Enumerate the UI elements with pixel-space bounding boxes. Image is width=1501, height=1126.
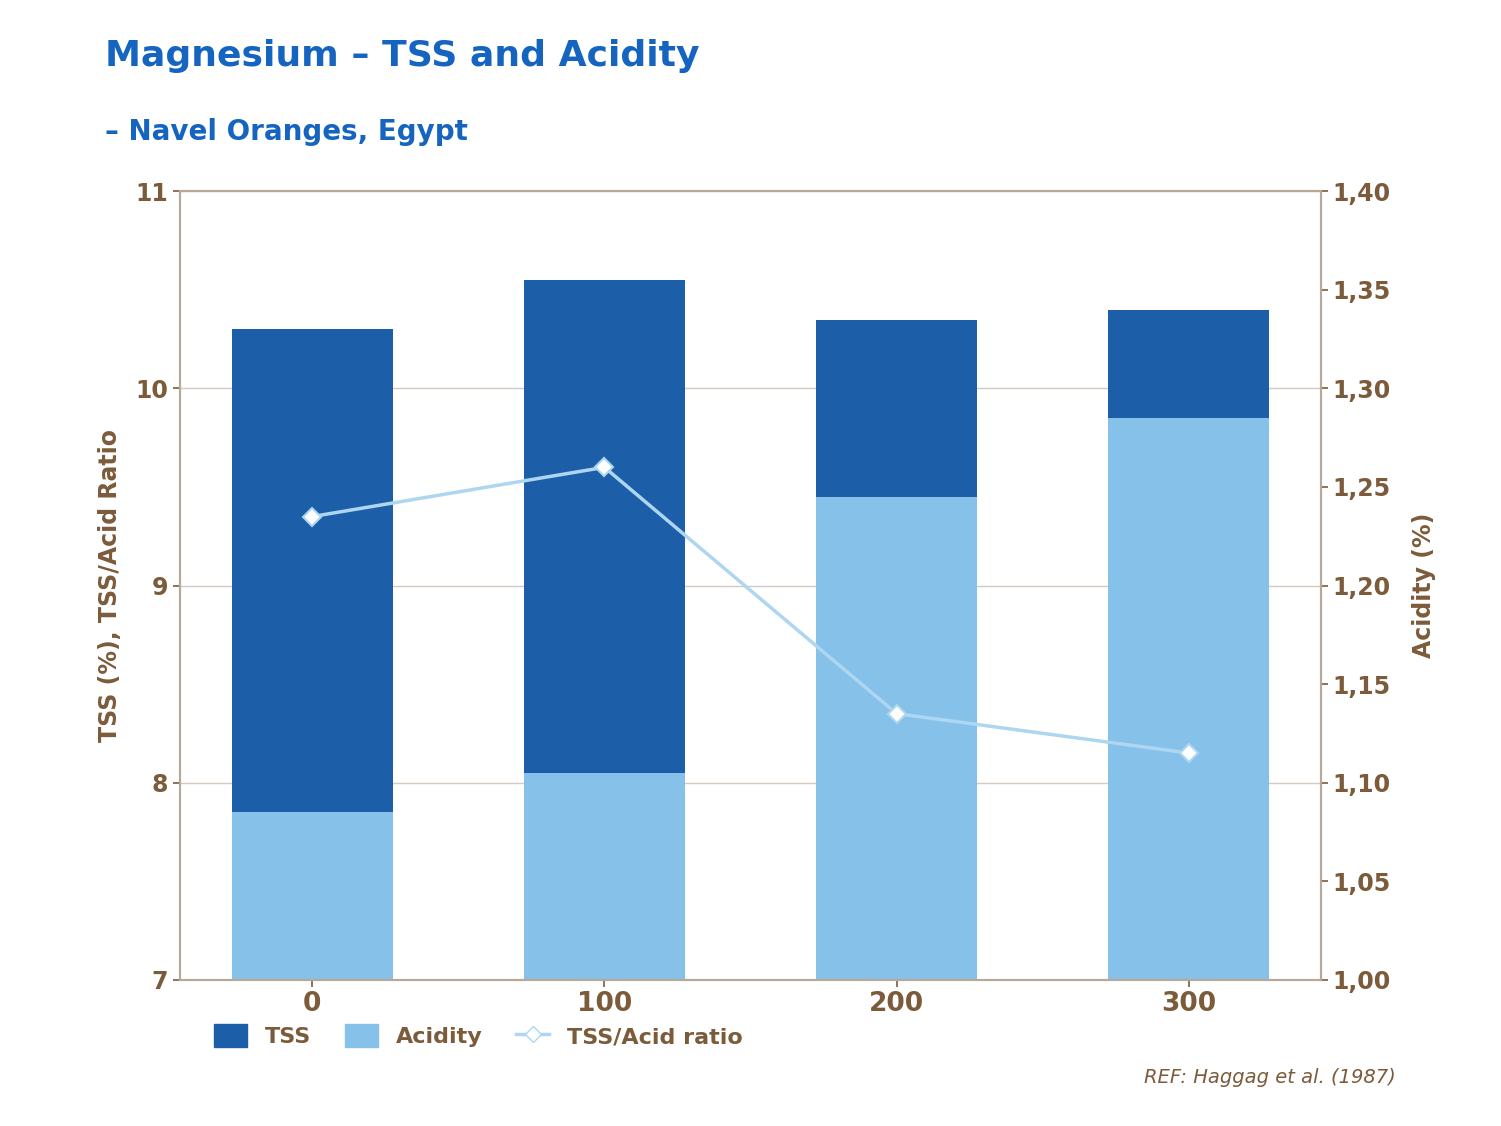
Text: Magnesium – TSS and Acidity: Magnesium – TSS and Acidity [105, 39, 699, 73]
Y-axis label: TSS (%), TSS/Acid Ratio: TSS (%), TSS/Acid Ratio [98, 429, 122, 742]
Bar [524, 280, 684, 1126]
Bar [1108, 310, 1268, 1126]
Bar [233, 812, 393, 1126]
Legend: TSS, Acidity, TSS/Acid ratio: TSS, Acidity, TSS/Acid ratio [215, 1025, 743, 1047]
Bar [233, 329, 393, 1126]
Y-axis label: Acidity (%): Acidity (%) [1412, 512, 1436, 659]
Text: – Navel Oranges, Egypt: – Navel Oranges, Egypt [105, 118, 468, 146]
Bar [1108, 418, 1268, 1126]
Bar [817, 320, 977, 1126]
Text: REF: Haggag et al. (1987): REF: Haggag et al. (1987) [1144, 1067, 1396, 1087]
Bar [817, 497, 977, 1126]
Bar [524, 772, 684, 1126]
